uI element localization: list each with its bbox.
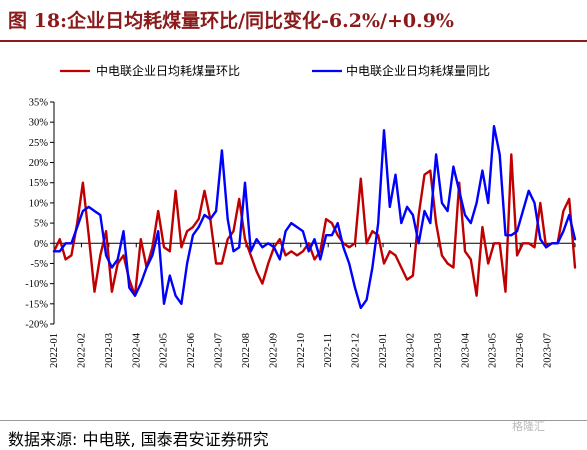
x-tick-label: 2023-07	[543, 333, 554, 368]
x-tick-label: 2022-02	[76, 333, 87, 368]
series-layer	[52, 124, 577, 310]
series-line-mom	[52, 153, 577, 297]
x-tick-label: 2022-09	[268, 333, 279, 368]
x-tick-label: 2023-02	[405, 333, 416, 368]
x-tick-label: 2023-03	[433, 333, 444, 368]
x-tick-label: 2022-04	[131, 332, 142, 368]
y-tick-label: 30%	[29, 118, 49, 129]
y-tick-label: -15%	[25, 299, 48, 310]
x-tick-label: 2022-12	[351, 333, 362, 368]
x-tick-label: 2023-04	[460, 332, 471, 368]
y-tick-label: 35%	[29, 98, 49, 109]
series-line-yoy	[52, 124, 577, 310]
y-tick-label: 0%	[34, 239, 48, 250]
x-tick-label: 2023-01	[378, 333, 389, 368]
x-tick-label: 2022-01	[49, 333, 60, 368]
x-tick-label: 2022-07	[214, 333, 225, 368]
x-tick-label: 2022-11	[323, 333, 334, 368]
footer-divider	[0, 420, 587, 421]
y-tick-label: 5%	[34, 219, 48, 230]
y-tick-label: -20%	[25, 320, 48, 331]
chart-legend: 中电联企业日均耗煤量环比 中电联企业日均耗煤量同比	[60, 63, 490, 78]
y-tick-label: 15%	[29, 178, 49, 189]
chart-title: 图 18:企业日均耗煤量环比/同比变化-6.2%/+0.9%	[8, 10, 454, 32]
line-chart: 中电联企业日均耗煤量环比 中电联企业日均耗煤量同比 35% 30% 25% 20% 15%…	[25, 63, 577, 368]
x-tick-label: 2022-08	[241, 333, 252, 368]
x-tick-label: 2022-06	[186, 333, 197, 368]
y-tick-label: 10%	[29, 198, 49, 209]
x-tick-label: 2023-06	[515, 333, 526, 368]
watermark-text: 格隆汇	[512, 420, 545, 433]
x-axis: 2022-01 2022-02 2022-03 2022-04 2022-05 2022-…	[49, 242, 576, 368]
y-tick-label: -5%	[31, 259, 49, 270]
title-divider	[0, 40, 587, 42]
legend-label-mom: 中电联企业日均耗煤量环比	[96, 63, 240, 78]
x-tick-label: 2022-05	[159, 333, 170, 368]
y-tick-label: -10%	[25, 279, 48, 290]
legend-label-yoy: 中电联企业日均耗煤量同比	[346, 63, 490, 78]
y-tick-label: 25%	[29, 138, 49, 149]
x-tick-label: 2022-10	[296, 333, 307, 368]
x-tick-label: 2023-05	[488, 333, 499, 368]
x-tick-label: 2022-03	[104, 333, 115, 368]
y-tick-label: 20%	[29, 158, 49, 169]
data-source-note: 数据来源: 中电联, 国泰君安证券研究	[8, 430, 269, 449]
y-axis: 35% 30% 25% 20% 15% 10% 5% 0% -5% -10% -15% -20%	[25, 98, 55, 331]
